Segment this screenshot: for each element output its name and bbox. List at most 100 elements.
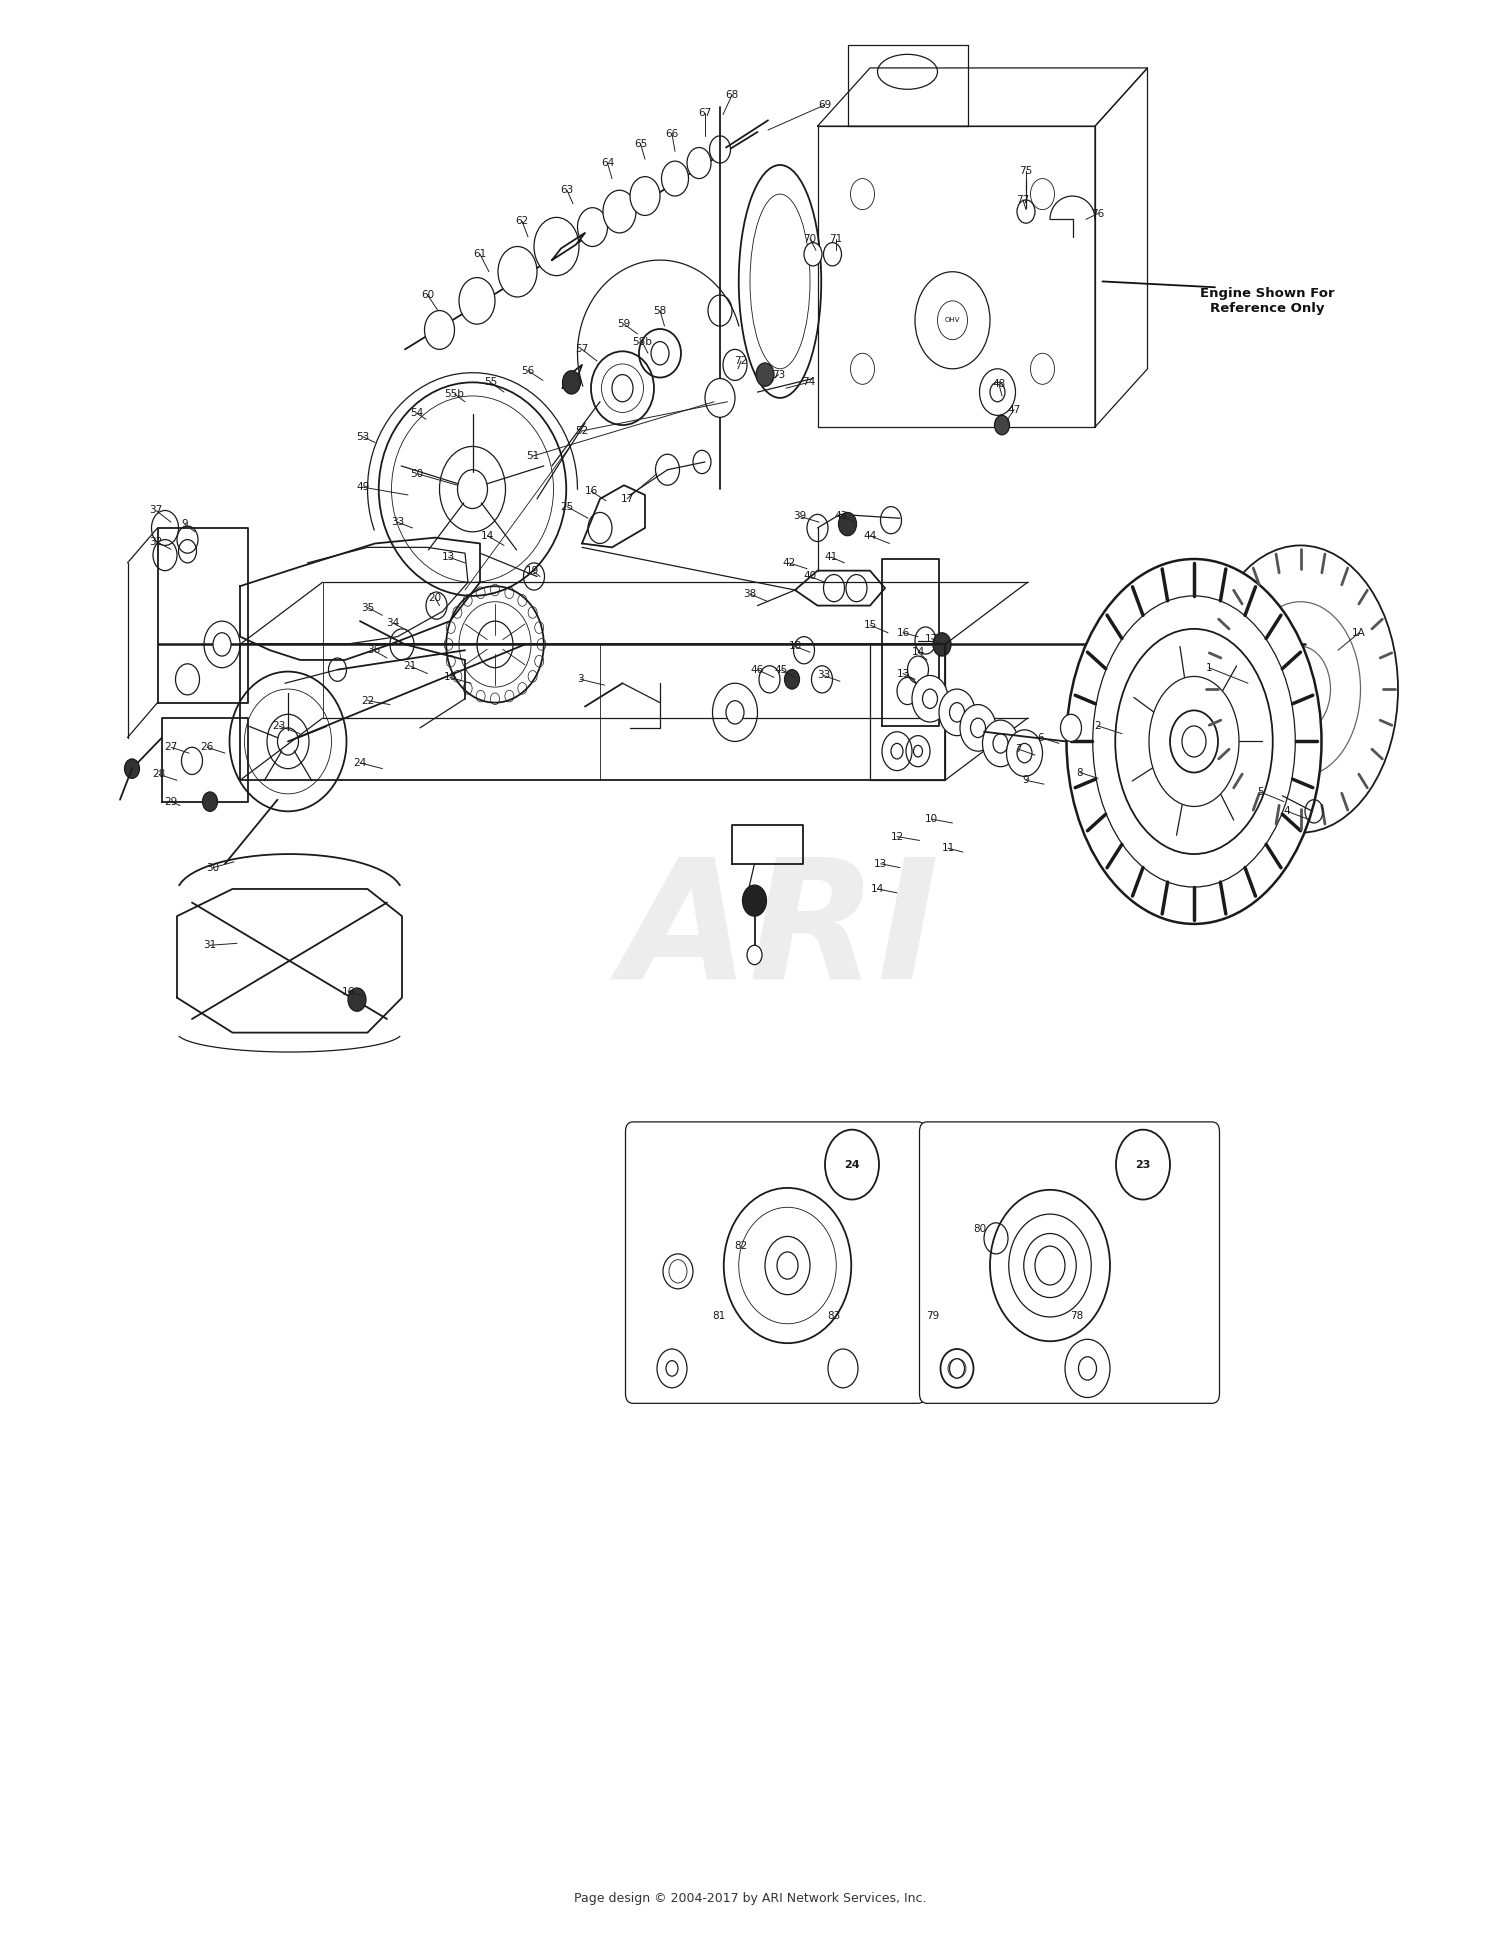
Text: 72: 72 (735, 355, 747, 367)
Text: 21: 21 (404, 660, 416, 672)
Circle shape (1060, 714, 1082, 741)
Text: 22: 22 (362, 695, 374, 707)
Text: 46: 46 (752, 664, 764, 675)
Text: 30: 30 (207, 862, 219, 873)
Text: 24: 24 (354, 757, 366, 769)
Text: 1: 1 (1206, 662, 1212, 674)
Circle shape (278, 728, 298, 755)
Circle shape (1030, 179, 1054, 210)
Circle shape (562, 371, 580, 394)
Text: 13: 13 (442, 551, 454, 563)
Text: OHV: OHV (945, 316, 960, 324)
Circle shape (124, 759, 140, 778)
Text: 54: 54 (411, 408, 423, 419)
Text: 60: 60 (422, 289, 434, 301)
Circle shape (459, 278, 495, 324)
Text: 52: 52 (576, 425, 588, 437)
Text: 37: 37 (150, 505, 162, 516)
Circle shape (578, 208, 608, 247)
Circle shape (498, 247, 537, 297)
Circle shape (726, 701, 744, 724)
Ellipse shape (1240, 602, 1360, 776)
Text: 75: 75 (1020, 165, 1032, 177)
Text: 16: 16 (897, 627, 909, 639)
Text: ARI: ARI (621, 850, 939, 1013)
Circle shape (458, 470, 488, 509)
Text: 31: 31 (204, 939, 216, 951)
Circle shape (784, 670, 800, 689)
Circle shape (630, 177, 660, 215)
Text: 12: 12 (891, 831, 903, 842)
FancyBboxPatch shape (920, 1122, 1220, 1403)
Text: 9: 9 (1023, 774, 1029, 786)
Text: 51: 51 (526, 450, 538, 462)
Circle shape (747, 945, 762, 965)
Circle shape (777, 1252, 798, 1279)
Text: 55: 55 (484, 377, 496, 388)
Text: 59: 59 (618, 318, 630, 330)
Text: 70: 70 (804, 233, 816, 245)
Text: 79: 79 (927, 1310, 939, 1322)
Circle shape (960, 705, 996, 751)
Circle shape (687, 148, 711, 179)
Text: 41: 41 (825, 551, 837, 563)
Text: 11: 11 (942, 842, 954, 854)
Text: 14: 14 (871, 883, 883, 895)
Circle shape (850, 179, 874, 210)
Circle shape (213, 633, 231, 656)
Text: 39: 39 (794, 510, 806, 522)
Text: 58b: 58b (632, 336, 652, 347)
Text: 80: 80 (974, 1223, 986, 1234)
Text: 50: 50 (411, 468, 423, 479)
Text: Engine Shown For
Reference Only: Engine Shown For Reference Only (1200, 287, 1335, 314)
Text: 47: 47 (1008, 404, 1020, 415)
Text: 77: 77 (1017, 194, 1029, 206)
Circle shape (1007, 730, 1042, 776)
Text: 61: 61 (474, 248, 486, 260)
Text: 65: 65 (634, 138, 646, 149)
Circle shape (662, 161, 688, 196)
Text: 28: 28 (153, 769, 165, 780)
Text: 2: 2 (1095, 720, 1101, 732)
Circle shape (424, 311, 454, 349)
Text: 56: 56 (522, 365, 534, 377)
Text: 45: 45 (776, 664, 788, 675)
Text: 44: 44 (864, 530, 876, 542)
Text: 5: 5 (1257, 786, 1263, 798)
Text: 74: 74 (802, 377, 814, 388)
Text: 29: 29 (165, 796, 177, 807)
Text: 18: 18 (789, 641, 801, 652)
Ellipse shape (1114, 629, 1272, 854)
Text: 33: 33 (818, 670, 830, 681)
Circle shape (1078, 1357, 1096, 1380)
Text: 16: 16 (342, 986, 354, 998)
Circle shape (950, 1359, 964, 1378)
Circle shape (994, 415, 1010, 435)
Text: 35: 35 (362, 602, 374, 613)
Text: 64: 64 (602, 157, 613, 169)
Text: 81: 81 (712, 1310, 724, 1322)
Circle shape (939, 689, 975, 736)
Text: 8: 8 (1077, 767, 1083, 778)
Text: 66: 66 (666, 128, 678, 140)
Circle shape (710, 136, 730, 163)
Circle shape (891, 743, 903, 759)
Text: 62: 62 (516, 215, 528, 227)
Text: 10: 10 (926, 813, 938, 825)
Text: 58: 58 (654, 305, 666, 316)
Text: 53: 53 (357, 431, 369, 443)
FancyBboxPatch shape (626, 1122, 926, 1403)
Text: 24: 24 (844, 1159, 859, 1170)
Text: 48: 48 (993, 378, 1005, 390)
Circle shape (756, 363, 774, 386)
Text: 55b: 55b (444, 388, 465, 400)
Text: 1A: 1A (1352, 627, 1366, 639)
Text: 38: 38 (744, 588, 756, 600)
Ellipse shape (1270, 646, 1330, 732)
Circle shape (666, 1361, 678, 1376)
Circle shape (990, 382, 1005, 402)
Text: 13: 13 (874, 858, 886, 870)
Text: 13: 13 (897, 668, 909, 679)
Text: 7: 7 (1016, 743, 1022, 755)
Circle shape (912, 675, 948, 722)
